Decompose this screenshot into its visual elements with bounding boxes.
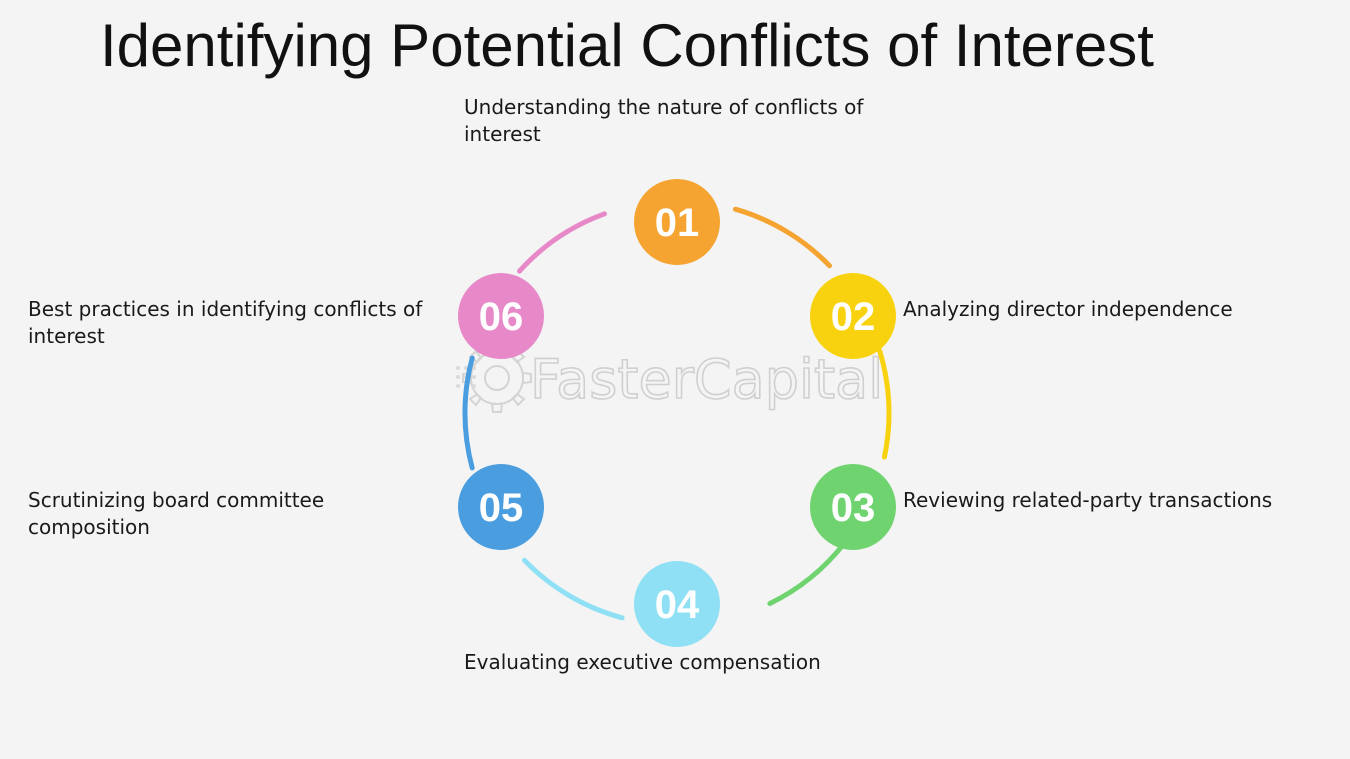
watermark-text: FasterCapital xyxy=(530,348,883,411)
connector-4 xyxy=(522,557,625,621)
dots-icon xyxy=(456,366,476,388)
connector-3 xyxy=(767,541,847,606)
step-number-02: 02 xyxy=(831,295,876,339)
step-circle-04 xyxy=(634,561,720,647)
step-number-05: 05 xyxy=(479,486,524,530)
step-label-05: Scrutinizing board committee composition xyxy=(28,488,325,539)
step-label-02: Analyzing director independence xyxy=(903,297,1233,321)
step-circle-05 xyxy=(458,464,544,550)
step-node-04: 04 xyxy=(634,561,720,647)
step-label-06: Best practices in identifying conflicts … xyxy=(28,297,423,348)
step-nodes: 01 02 03 04 05 06 xyxy=(458,179,896,647)
step-node-06: 06 xyxy=(458,273,544,359)
step-number-04: 04 xyxy=(655,583,700,627)
step-circle-01 xyxy=(634,179,720,265)
connector-5 xyxy=(462,355,475,471)
step-number-03: 03 xyxy=(831,486,876,530)
connector-6 xyxy=(517,211,607,274)
connector-1 xyxy=(732,206,832,269)
connectors xyxy=(462,206,892,621)
step-circle-02 xyxy=(810,273,896,359)
step-number-01: 01 xyxy=(655,201,700,245)
step-number-06: 06 xyxy=(479,295,524,339)
step-circle-06 xyxy=(458,273,544,359)
connector-2 xyxy=(876,345,892,460)
step-label-01: Understanding the nature of conflicts of… xyxy=(464,95,864,146)
step-node-05: 05 xyxy=(458,464,544,550)
step-node-02: 02 xyxy=(810,273,896,359)
watermark-logo: FasterCapital xyxy=(456,343,884,413)
step-label-04: Evaluating executive compensation xyxy=(464,650,821,674)
step-label-03: Reviewing related-party transactions xyxy=(903,488,1273,512)
step-node-03: 03 xyxy=(810,464,896,550)
step-circle-03 xyxy=(810,464,896,550)
step-node-01: 01 xyxy=(634,179,720,265)
page-title: Identifying Potential Conflicts of Inter… xyxy=(100,12,1154,79)
